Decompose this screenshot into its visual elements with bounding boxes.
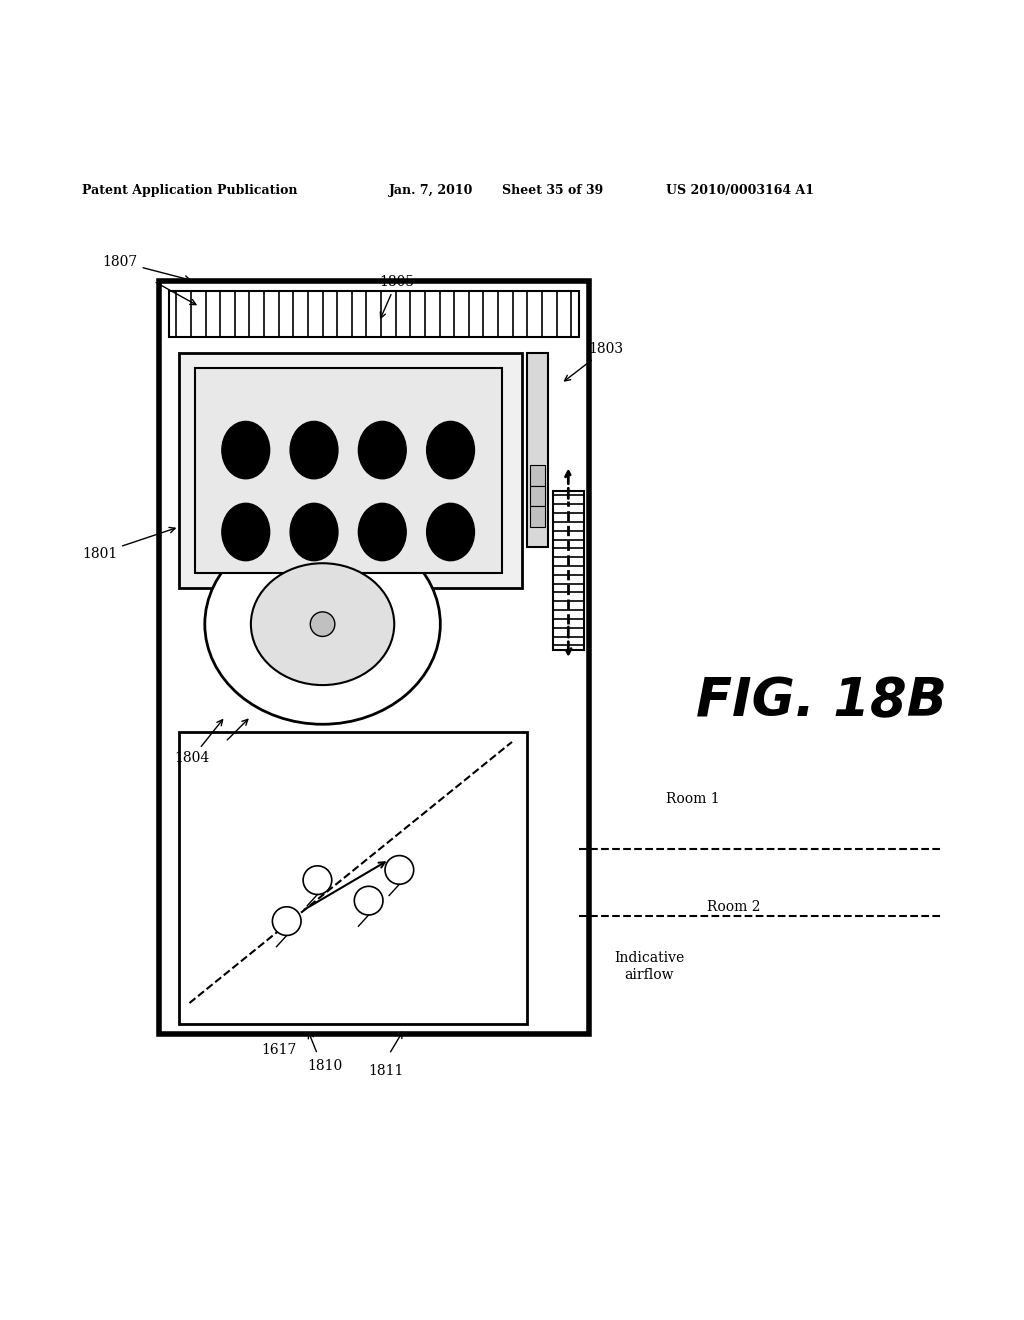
Text: Jan. 7, 2010: Jan. 7, 2010 <box>389 183 473 197</box>
Text: US 2010/0003164 A1: US 2010/0003164 A1 <box>666 183 814 197</box>
Ellipse shape <box>290 503 338 561</box>
FancyBboxPatch shape <box>179 352 522 589</box>
Text: airflow: airflow <box>625 969 674 982</box>
Bar <box>530 507 545 527</box>
Circle shape <box>303 866 332 895</box>
Circle shape <box>310 612 335 636</box>
Text: Indicative: Indicative <box>614 952 685 965</box>
Ellipse shape <box>205 524 440 725</box>
Circle shape <box>385 855 414 884</box>
Text: FIG. 18B: FIG. 18B <box>696 675 947 727</box>
FancyBboxPatch shape <box>527 352 548 548</box>
Bar <box>169 292 579 338</box>
Ellipse shape <box>251 564 394 685</box>
Ellipse shape <box>290 421 338 479</box>
Text: Sheet 35 of 39: Sheet 35 of 39 <box>502 183 603 197</box>
Text: 1807: 1807 <box>102 255 190 281</box>
Ellipse shape <box>358 421 407 479</box>
FancyBboxPatch shape <box>195 368 502 573</box>
Text: 1805: 1805 <box>379 276 414 318</box>
Text: 1804: 1804 <box>174 719 222 766</box>
Text: Patent Application Publication: Patent Application Publication <box>82 183 297 197</box>
Ellipse shape <box>427 503 474 561</box>
Ellipse shape <box>358 503 407 561</box>
Circle shape <box>354 886 383 915</box>
Text: 1801: 1801 <box>82 528 175 561</box>
Text: 1811: 1811 <box>369 1064 404 1077</box>
FancyBboxPatch shape <box>179 731 527 1023</box>
Text: Room 1: Room 1 <box>666 792 719 807</box>
Ellipse shape <box>222 503 269 561</box>
Text: 1810: 1810 <box>307 1059 342 1073</box>
Bar <box>530 466 545 486</box>
Text: 1617: 1617 <box>261 1043 297 1057</box>
Bar <box>530 486 545 507</box>
Ellipse shape <box>222 421 269 479</box>
Circle shape <box>272 907 301 936</box>
Bar <box>553 491 584 649</box>
FancyBboxPatch shape <box>159 281 589 1034</box>
Text: 1802: 1802 <box>225 393 260 430</box>
Text: 1617: 1617 <box>461 367 497 381</box>
Text: Room 2: Room 2 <box>707 900 760 913</box>
Text: 1803: 1803 <box>564 342 624 381</box>
Ellipse shape <box>427 421 474 479</box>
